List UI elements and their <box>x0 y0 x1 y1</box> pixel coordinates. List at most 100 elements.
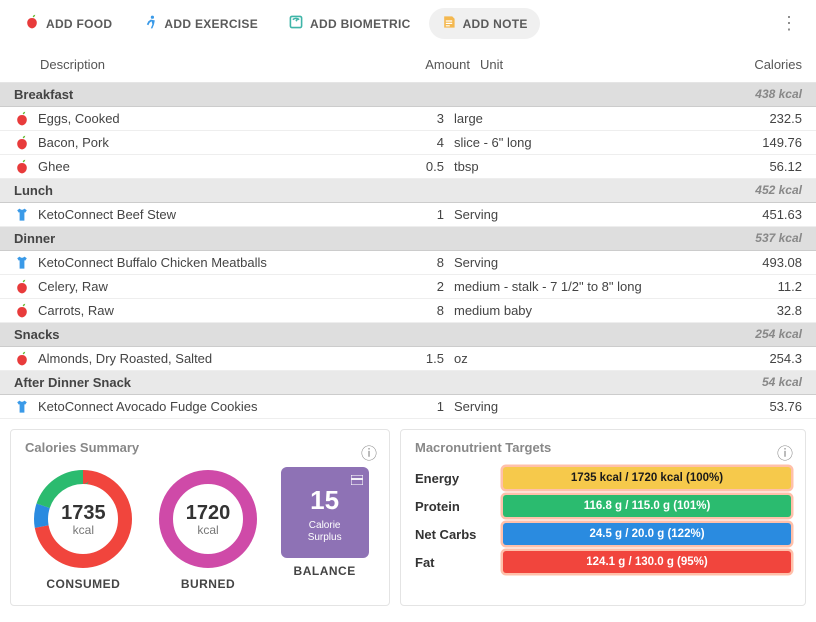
apple-icon <box>24 14 40 33</box>
food-unit: Serving <box>454 207 684 222</box>
food-row[interactable]: Carrots, Raw 8 medium baby 32.8 <box>0 299 816 323</box>
meal-name: Dinner <box>14 231 755 246</box>
col-unit: Unit <box>480 57 710 72</box>
toolbar-button-label: ADD BIOMETRIC <box>310 17 411 31</box>
meal-header[interactable]: After Dinner Snack54 kcal <box>0 371 816 395</box>
food-row[interactable]: Almonds, Dry Roasted, Salted 1.5 oz 254.… <box>0 347 816 371</box>
diary-table-header: Description Amount Unit Calories <box>0 47 816 83</box>
macro-row: Energy 1735 kcal / 1720 kcal (100%) <box>415 467 791 489</box>
food-name: KetoConnect Buffalo Chicken Meatballs <box>38 255 384 270</box>
food-name: Ghee <box>38 159 384 174</box>
meal-header[interactable]: Dinner537 kcal <box>0 227 816 251</box>
scale-icon <box>288 14 304 33</box>
apple-icon <box>14 111 29 126</box>
food-amount: 3 <box>384 111 454 126</box>
food-name: KetoConnect Beef Stew <box>38 207 384 222</box>
food-calories: 451.63 <box>684 207 802 222</box>
calories-summary-panel: Calories Summary ⓘ 1735 kcal CONSUMED 17… <box>10 429 390 606</box>
runner-icon <box>142 14 158 33</box>
food-unit: medium baby <box>454 303 684 318</box>
macro-label: Protein <box>415 499 495 514</box>
macro-bar[interactable]: 124.1 g / 130.0 g (95%) <box>503 551 791 573</box>
food-calories: 56.12 <box>684 159 802 174</box>
food-name: Celery, Raw <box>38 279 384 294</box>
consumed-ring: 1735 kcal CONSUMED <box>31 467 135 591</box>
food-unit: slice - 6" long <box>454 135 684 150</box>
food-calories: 254.3 <box>684 351 802 366</box>
food-name: Eggs, Cooked <box>38 111 384 126</box>
food-row[interactable]: KetoConnect Avocado Fudge Cookies 1 Serv… <box>0 395 816 419</box>
col-calories: Calories <box>710 57 802 72</box>
consumed-unit: kcal <box>73 523 94 537</box>
food-row[interactable]: Eggs, Cooked 3 large 232.5 <box>0 107 816 131</box>
food-calories: 149.76 <box>684 135 802 150</box>
food-calories: 11.2 <box>684 279 802 294</box>
macro-bar[interactable]: 1735 kcal / 1720 kcal (100%) <box>503 467 791 489</box>
food-calories: 53.76 <box>684 399 802 414</box>
meal-kcal: 438 kcal <box>755 87 802 102</box>
food-amount: 8 <box>384 303 454 318</box>
balance-value: 15 <box>287 485 363 516</box>
food-name: Carrots, Raw <box>38 303 384 318</box>
macro-row: Protein 116.8 g / 115.0 g (101%) <box>415 495 791 517</box>
toolbar-button-label: ADD EXERCISE <box>164 17 258 31</box>
macro-bar[interactable]: 24.5 g / 20.0 g (122%) <box>503 523 791 545</box>
balance-label: BALANCE <box>281 564 369 578</box>
food-amount: 0.5 <box>384 159 454 174</box>
apple-icon <box>14 303 29 318</box>
shirt-icon <box>14 399 29 414</box>
info-icon[interactable]: ⓘ <box>361 440 377 464</box>
macro-label: Fat <box>415 555 495 570</box>
meal-header[interactable]: Snacks254 kcal <box>0 323 816 347</box>
more-menu-button[interactable]: ⋮ <box>774 13 804 34</box>
food-unit: Serving <box>454 255 684 270</box>
food-row[interactable]: KetoConnect Beef Stew 1 Serving 451.63 <box>0 203 816 227</box>
macro-label: Energy <box>415 471 495 486</box>
food-unit: Serving <box>454 399 684 414</box>
summary-row: Calories Summary ⓘ 1735 kcal CONSUMED 17… <box>0 419 816 616</box>
panel-title: Calories Summary <box>25 440 375 455</box>
food-amount: 1 <box>384 207 454 222</box>
balance-block: 15 CalorieSurplus BALANCE <box>281 467 369 578</box>
food-row[interactable]: Celery, Raw 2 medium - stalk - 7 1/2" to… <box>0 275 816 299</box>
food-amount: 1.5 <box>384 351 454 366</box>
add-food-button[interactable]: ADD FOOD <box>12 8 124 39</box>
apple-icon <box>14 351 29 366</box>
macro-bar[interactable]: 116.8 g / 115.0 g (101%) <box>503 495 791 517</box>
diary-table: Breakfast438 kcal Eggs, Cooked 3 large 2… <box>0 83 816 419</box>
food-unit: tbsp <box>454 159 684 174</box>
col-description: Description <box>40 57 410 72</box>
burned-ring: 1720 kcal BURNED <box>156 467 260 591</box>
food-row[interactable]: Ghee 0.5 tbsp 56.12 <box>0 155 816 179</box>
food-unit: oz <box>454 351 684 366</box>
food-row[interactable]: KetoConnect Buffalo Chicken Meatballs 8 … <box>0 251 816 275</box>
add-note-button[interactable]: ADD NOTE <box>429 8 540 39</box>
add-biometric-button[interactable]: ADD BIOMETRIC <box>276 8 423 39</box>
meal-name: Lunch <box>14 183 755 198</box>
consumed-value: 1735 <box>61 502 106 525</box>
food-name: KetoConnect Avocado Fudge Cookies <box>38 399 384 414</box>
panel-title: Macronutrient Targets <box>415 440 791 455</box>
meal-kcal: 452 kcal <box>755 183 802 198</box>
macro-row: Fat 124.1 g / 130.0 g (95%) <box>415 551 791 573</box>
note-icon <box>441 14 457 33</box>
burned-unit: kcal <box>197 523 218 537</box>
meal-kcal: 537 kcal <box>755 231 802 246</box>
consumed-label: CONSUMED <box>31 577 135 591</box>
burned-value: 1720 <box>186 502 231 525</box>
meal-name: Breakfast <box>14 87 755 102</box>
balance-text: CalorieSurplus <box>287 520 363 544</box>
apple-icon <box>14 159 29 174</box>
food-unit: large <box>454 111 684 126</box>
meal-header[interactable]: Breakfast438 kcal <box>0 83 816 107</box>
food-row[interactable]: Bacon, Pork 4 slice - 6" long 149.76 <box>0 131 816 155</box>
food-name: Bacon, Pork <box>38 135 384 150</box>
toolbar-button-label: ADD FOOD <box>46 17 112 31</box>
food-amount: 1 <box>384 399 454 414</box>
add-exercise-button[interactable]: ADD EXERCISE <box>130 8 270 39</box>
toolbar-button-label: ADD NOTE <box>463 17 528 31</box>
meal-header[interactable]: Lunch452 kcal <box>0 179 816 203</box>
col-amount: Amount <box>410 57 480 72</box>
info-icon[interactable]: ⓘ <box>777 440 793 464</box>
apple-icon <box>14 135 29 150</box>
